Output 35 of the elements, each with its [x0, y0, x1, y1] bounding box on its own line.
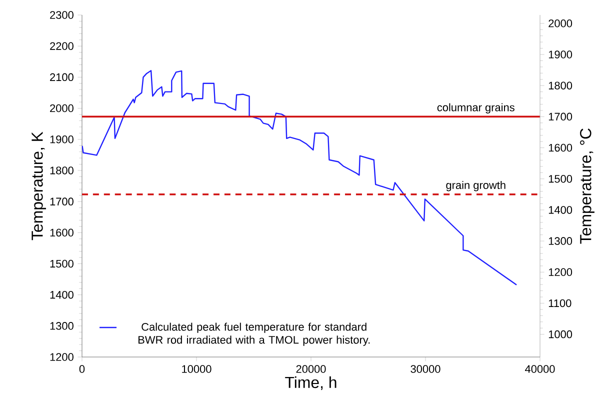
line-series	[82, 70, 518, 286]
y-tick-label: 1800	[50, 166, 74, 174]
y-tick-label: 1500	[50, 260, 74, 268]
y2-tick-label: 1000	[548, 330, 572, 338]
y2-tick-label: 1100	[548, 299, 572, 308]
y-axis-title: Temperature, K	[32, 132, 46, 240]
y-tick-label: 1200	[50, 353, 74, 361]
y-tick-label: 2300	[50, 11, 74, 19]
y-tick-label: 1300	[50, 322, 74, 330]
y2-tick-label: 1200	[548, 268, 572, 276]
y-tick-label: 2000	[50, 104, 74, 112]
ref-line-label: grain growth	[446, 180, 506, 192]
y2-tick-label: 1500	[548, 174, 572, 183]
y-tick-label: 2200	[50, 42, 74, 50]
y-tick-label: 1700	[50, 198, 74, 206]
y2-tick-label: 1300	[548, 237, 572, 245]
x-axis-title: Time, h	[285, 376, 336, 390]
y2-tick-label: 1800	[548, 82, 572, 90]
y2-tick-label: 1900	[548, 50, 572, 58]
y-tick-label: 1600	[50, 228, 74, 237]
ref-line-label: columnar grains	[437, 103, 514, 114]
y2-tick-label: 1700	[548, 112, 572, 121]
y-tick-label: 2100	[50, 73, 74, 82]
x-tick-label: 0	[79, 365, 85, 373]
x-tick-label: 10000	[182, 365, 212, 373]
y-tick-label: 1400	[50, 290, 74, 299]
y2-axis-title: Temperature, °C	[580, 128, 594, 244]
x-tick-label: 30000	[410, 365, 440, 373]
y2-tick-label: 1600	[548, 144, 572, 152]
x-tick-label: 20000	[296, 365, 326, 373]
legend-label: Calculated peak fuel temperature for standard BWR rod irradiated with a TMOL power history.	[138, 322, 370, 346]
y2-tick-label: 2000	[548, 20, 572, 28]
y2-tick-label: 1400	[548, 206, 572, 214]
x-tick-label: 40000	[525, 365, 555, 373]
y-tick-label: 1900	[50, 135, 74, 144]
